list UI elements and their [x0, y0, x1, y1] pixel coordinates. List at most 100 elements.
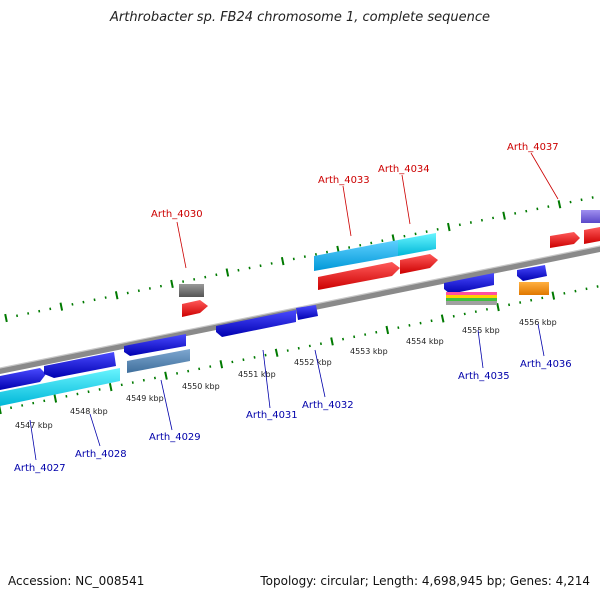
- major-tick: [219, 360, 224, 369]
- minor-tick: [120, 383, 123, 387]
- tick-label: 4547 kbp: [15, 421, 53, 430]
- gene-label[interactable]: Arth_4032: [302, 400, 354, 411]
- minor-tick: [485, 308, 488, 311]
- gene-label[interactable]: Arth_4037: [507, 142, 559, 153]
- minor-tick: [514, 212, 517, 215]
- major-tick: [447, 222, 451, 232]
- gene-feature[interactable]: [398, 233, 436, 256]
- cds-arrow[interactable]: [584, 227, 600, 244]
- minor-tick: [76, 392, 79, 396]
- gene-label[interactable]: Arth_4031: [246, 410, 298, 421]
- minor-tick: [71, 303, 74, 306]
- tick-label: 4551 kbp: [238, 370, 276, 379]
- tick-label: 4550 kbp: [182, 382, 220, 391]
- minor-tick: [286, 349, 289, 352]
- minor-tick: [397, 326, 400, 329]
- minor-tick: [87, 390, 90, 394]
- gene-feature[interactable]: [314, 240, 398, 271]
- minor-tick: [547, 205, 550, 208]
- cds-arrow[interactable]: [318, 262, 400, 290]
- cds-arrow[interactable]: [400, 254, 438, 274]
- minor-tick: [563, 292, 566, 295]
- cds-arrow[interactable]: [517, 265, 547, 281]
- minor-tick: [353, 335, 356, 339]
- inner-tick-line: [0, 285, 599, 415]
- gene-feature[interactable]: [581, 210, 600, 223]
- cds-arrow[interactable]: [216, 310, 296, 337]
- map-title: Arthrobacter sp. FB24 chromosome 1, comp…: [109, 10, 491, 25]
- minor-tick: [364, 333, 367, 336]
- minor-tick: [414, 232, 417, 236]
- gene-feature[interactable]: [179, 284, 204, 297]
- minor-tick: [231, 360, 234, 364]
- gene-label[interactable]: Arth_4035: [458, 371, 510, 382]
- minor-tick: [314, 253, 317, 256]
- tick-label: 4548 kbp: [70, 407, 108, 416]
- gene-label[interactable]: Arth_4034: [378, 164, 430, 175]
- minor-tick: [591, 196, 594, 199]
- scale-labels: 4547 kbp 4548 kbp 4549 kbp 4550 kbp 4551…: [15, 318, 557, 430]
- cds-arrow[interactable]: [124, 334, 186, 356]
- gene-label[interactable]: Arth_4033: [318, 175, 370, 186]
- cds-arrow[interactable]: [44, 352, 116, 378]
- gene-feature[interactable]: [446, 295, 497, 298]
- gene-feature[interactable]: [446, 298, 497, 301]
- major-tick: [440, 314, 445, 323]
- gene-label[interactable]: Arth_4030: [151, 209, 203, 220]
- minor-tick: [480, 218, 483, 222]
- minor-tick: [403, 234, 406, 238]
- major-tick: [53, 394, 58, 403]
- tick-label: 4553 kbp: [350, 347, 388, 356]
- gene-feature[interactable]: [519, 282, 549, 295]
- cds-arrow[interactable]: [296, 305, 318, 320]
- major-tick: [164, 371, 168, 380]
- minor-tick: [253, 356, 256, 359]
- minor-tick: [580, 198, 583, 202]
- minor-tick: [187, 369, 190, 373]
- gene-feature[interactable]: [446, 292, 497, 295]
- gene-feature[interactable]: [127, 349, 190, 373]
- minor-tick: [569, 200, 572, 204]
- minor-tick: [21, 404, 24, 407]
- minor-tick: [536, 207, 539, 211]
- major-tick: [59, 302, 64, 311]
- major-tick: [225, 268, 230, 277]
- minor-tick: [297, 346, 300, 350]
- major-tick: [114, 291, 119, 300]
- minor-tick: [463, 312, 466, 316]
- major-tick: [0, 405, 2, 415]
- gene-label[interactable]: Arth_4028: [75, 449, 127, 460]
- minor-tick: [419, 321, 422, 325]
- reverse-gene-labels: Arth_4027 Arth_4028 Arth_4029 Arth_4031 …: [14, 359, 572, 474]
- cds-arrow[interactable]: [444, 273, 494, 294]
- major-tick: [280, 257, 285, 266]
- major-tick: [170, 279, 174, 289]
- minor-tick: [474, 310, 477, 313]
- minor-tick: [16, 314, 19, 318]
- tick-label: 4549 kbp: [126, 394, 164, 403]
- minor-tick: [458, 223, 461, 227]
- gene-feature[interactable]: [0, 368, 120, 406]
- tick-label: 4555 kbp: [462, 326, 500, 335]
- minor-tick: [82, 300, 85, 304]
- gene-label[interactable]: Arth_4029: [149, 432, 201, 443]
- minor-tick: [408, 324, 411, 327]
- gene-label[interactable]: Arth_4036: [520, 359, 572, 370]
- gene-feature[interactable]: [446, 301, 497, 305]
- minor-tick: [264, 353, 267, 357]
- gene-label[interactable]: Arth_4027: [14, 463, 66, 474]
- major-tick: [551, 291, 556, 300]
- major-tick: [330, 337, 334, 346]
- major-tick: [502, 211, 506, 220]
- cds-arrow[interactable]: [182, 300, 208, 317]
- minor-tick: [541, 296, 544, 300]
- minor-tick: [259, 264, 262, 268]
- minor-tick: [104, 296, 107, 299]
- leader-lines: [29, 152, 559, 461]
- cds-arrow[interactable]: [550, 232, 580, 248]
- cds-arrow[interactable]: [0, 368, 46, 390]
- minor-tick: [142, 378, 145, 382]
- tick-label: 4554 kbp: [406, 337, 444, 346]
- minor-tick: [198, 367, 201, 371]
